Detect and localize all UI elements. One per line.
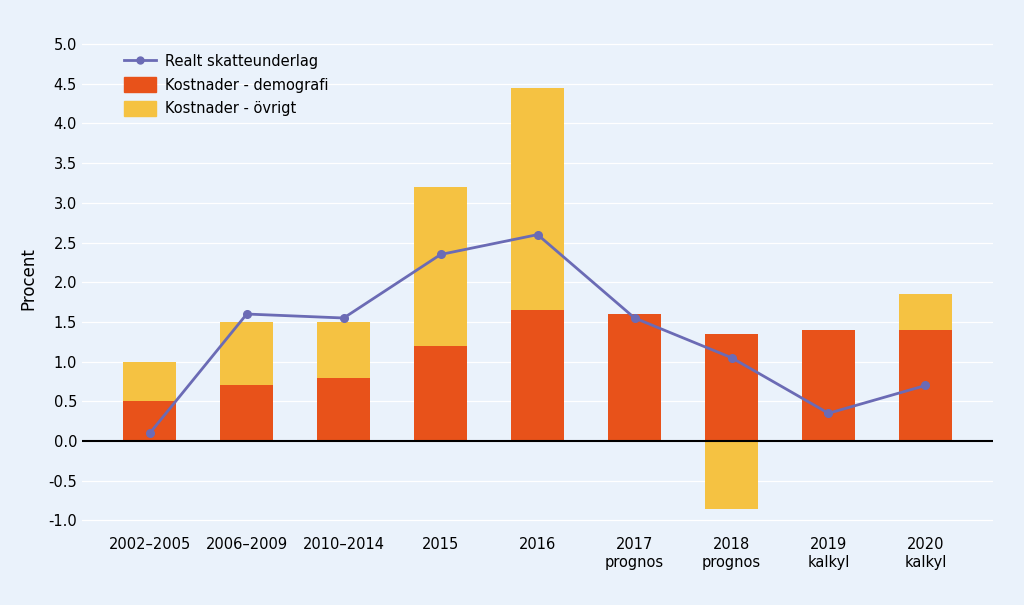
- Bar: [899, 330, 952, 441]
- Bar: [220, 385, 273, 441]
- Y-axis label: Procent: Procent: [19, 247, 37, 310]
- Bar: [317, 322, 371, 378]
- Legend: Realt skatteunderlag, Kostnader - demografi, Kostnader - övrigt: Realt skatteunderlag, Kostnader - demogr…: [117, 47, 336, 123]
- Bar: [705, 334, 758, 441]
- Bar: [802, 330, 855, 441]
- Bar: [220, 322, 273, 385]
- Bar: [511, 88, 564, 310]
- Bar: [511, 310, 564, 441]
- Bar: [123, 362, 176, 401]
- Bar: [608, 314, 662, 441]
- Bar: [705, 441, 758, 509]
- Bar: [317, 378, 371, 441]
- Bar: [414, 346, 467, 441]
- Bar: [899, 294, 952, 330]
- Bar: [123, 401, 176, 441]
- Bar: [414, 187, 467, 346]
